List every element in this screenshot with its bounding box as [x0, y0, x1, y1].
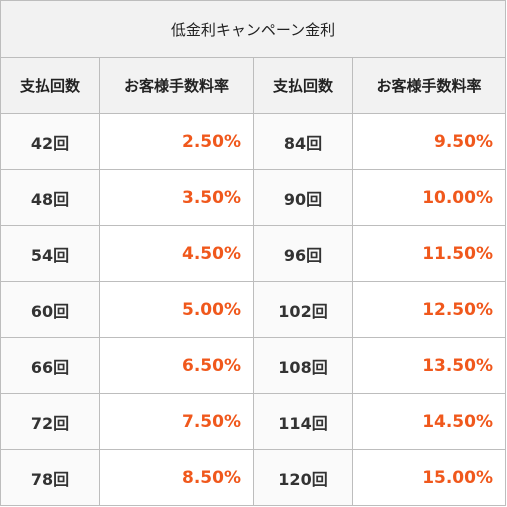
payment-count-cell: 120回	[253, 449, 353, 506]
table-body: 42回 2.50% 84回 9.50% 48回 3.50% 90回 10.00% 54回 4.50…	[0, 113, 506, 506]
fee-rate-cell: 8.50%	[99, 449, 254, 506]
fee-rate-cell: 7.50%	[99, 393, 254, 450]
fee-rate-cell: 12.50%	[352, 281, 506, 338]
fee-rate-cell: 5.00%	[99, 281, 254, 338]
table-row: 48回 3.50% 90回 10.00%	[0, 169, 506, 226]
fee-rate-cell: 14.50%	[352, 393, 506, 450]
payment-count-cell: 90回	[253, 169, 353, 226]
payment-count-cell: 102回	[253, 281, 353, 338]
table-row: 66回 6.50% 108回 13.50%	[0, 337, 506, 394]
fee-rate-cell: 10.00%	[352, 169, 506, 226]
header-fee-rate-left: お客様手数料率	[99, 57, 254, 114]
table-row: 72回 7.50% 114回 14.50%	[0, 393, 506, 450]
fee-rate-cell: 6.50%	[99, 337, 254, 394]
header-payment-count-left: 支払回数	[0, 57, 100, 114]
fee-rate-cell: 2.50%	[99, 113, 254, 170]
payment-count-cell: 84回	[253, 113, 353, 170]
table-header-row: 支払回数 お客様手数料率 支払回数 お客様手数料率	[0, 57, 506, 114]
table-row: 78回 8.50% 120回 15.00%	[0, 449, 506, 506]
table-title-row: 低金利キャンペーン金利	[0, 0, 506, 58]
payment-count-cell: 96回	[253, 225, 353, 282]
payment-count-cell: 72回	[0, 393, 100, 450]
payment-count-cell: 78回	[0, 449, 100, 506]
payment-count-cell: 114回	[253, 393, 353, 450]
fee-rate-cell: 4.50%	[99, 225, 254, 282]
payment-count-cell: 54回	[0, 225, 100, 282]
header-payment-count-right: 支払回数	[253, 57, 353, 114]
table-row: 42回 2.50% 84回 9.50%	[0, 113, 506, 170]
payment-count-cell: 66回	[0, 337, 100, 394]
payment-count-cell: 108回	[253, 337, 353, 394]
payment-count-cell: 42回	[0, 113, 100, 170]
payment-count-cell: 60回	[0, 281, 100, 338]
fee-rate-cell: 11.50%	[352, 225, 506, 282]
payment-count-cell: 48回	[0, 169, 100, 226]
table-row: 54回 4.50% 96回 11.50%	[0, 225, 506, 282]
fee-rate-cell: 13.50%	[352, 337, 506, 394]
fee-rate-cell: 3.50%	[99, 169, 254, 226]
header-fee-rate-right: お客様手数料率	[352, 57, 506, 114]
table-title: 低金利キャンペーン金利	[0, 0, 506, 58]
fee-rate-cell: 9.50%	[352, 113, 506, 170]
table-row: 60回 5.00% 102回 12.50%	[0, 281, 506, 338]
fee-rate-cell: 15.00%	[352, 449, 506, 506]
